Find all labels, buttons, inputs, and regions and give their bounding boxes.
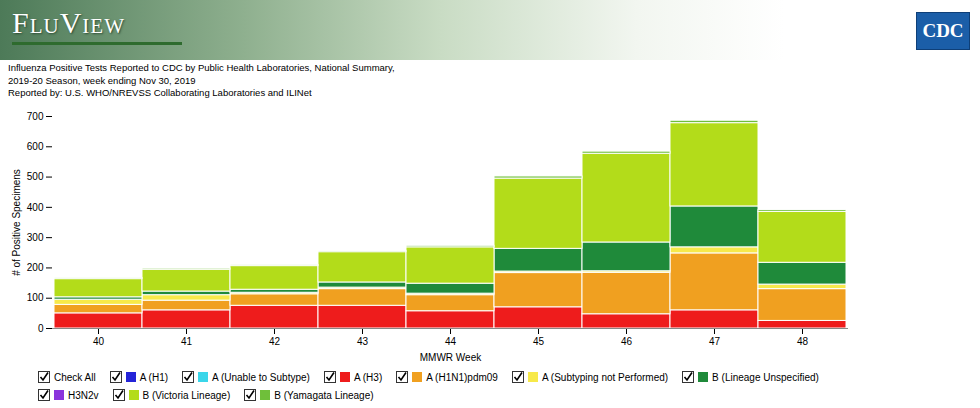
svg-text:41: 41 (181, 336, 193, 347)
html-text:FluView: FluView (12, 6, 125, 39)
html-text:2019-20 Season, week ending No: 2019-20 Season, week ending Nov 30, 2019 (8, 74, 196, 86)
svg-text:400: 400 (27, 202, 44, 213)
html-text:A (H1N1)pdm09: A (H1N1)pdm09 (426, 371, 498, 383)
html-text:B (Yamagata Lineage): B (Yamagata Lineage) (274, 389, 374, 401)
svg-text:500: 500 (27, 171, 44, 182)
svg-text:45: 45 (533, 336, 545, 347)
html-text:CDC: CDC (922, 20, 964, 41)
html-text:A (H1): A (H1) (139, 371, 168, 383)
html-text:B (Victoria Lineage): B (Victoria Lineage) (142, 389, 231, 401)
html-text:A (Unable to Subtype): A (Unable to Subtype) (212, 371, 310, 383)
svg-text:42: 42 (269, 336, 281, 347)
html-text:B (Lineage Unspecified): B (Lineage Unspecified) (712, 371, 819, 383)
html-text:A (H3): A (H3) (353, 371, 383, 383)
svg-text:47: 47 (709, 336, 721, 347)
svg-text:200: 200 (27, 262, 44, 273)
svg-text:0: 0 (38, 323, 44, 334)
svg-text:300: 300 (27, 232, 44, 243)
svg-text:MMWR Week: MMWR Week (420, 352, 482, 363)
html-text:Check All: Check All (54, 371, 96, 383)
html-text:Influenza Positive Tests Repor: Influenza Positive Tests Reported to CDC… (8, 62, 395, 73)
svg-text:46: 46 (621, 336, 633, 347)
svg-text:48: 48 (797, 336, 809, 347)
html-text:A (Subtyping not Performed): A (Subtyping not Performed) (541, 371, 669, 383)
svg-text:100: 100 (27, 292, 44, 303)
svg-text:43: 43 (357, 336, 369, 347)
svg-text:700: 700 (27, 111, 44, 122)
svg-text:40: 40 (93, 336, 105, 347)
svg-text:44: 44 (445, 336, 457, 347)
svg-text:600: 600 (27, 141, 44, 152)
html-text:H3N2v: H3N2v (68, 389, 99, 401)
svg-text:# of Positive Specimens: # of Positive Specimens (11, 169, 22, 276)
html-text:Reported by: U.S. WHO/NREVSS C: Reported by: U.S. WHO/NREVSS Collaborati… (8, 87, 312, 98)
